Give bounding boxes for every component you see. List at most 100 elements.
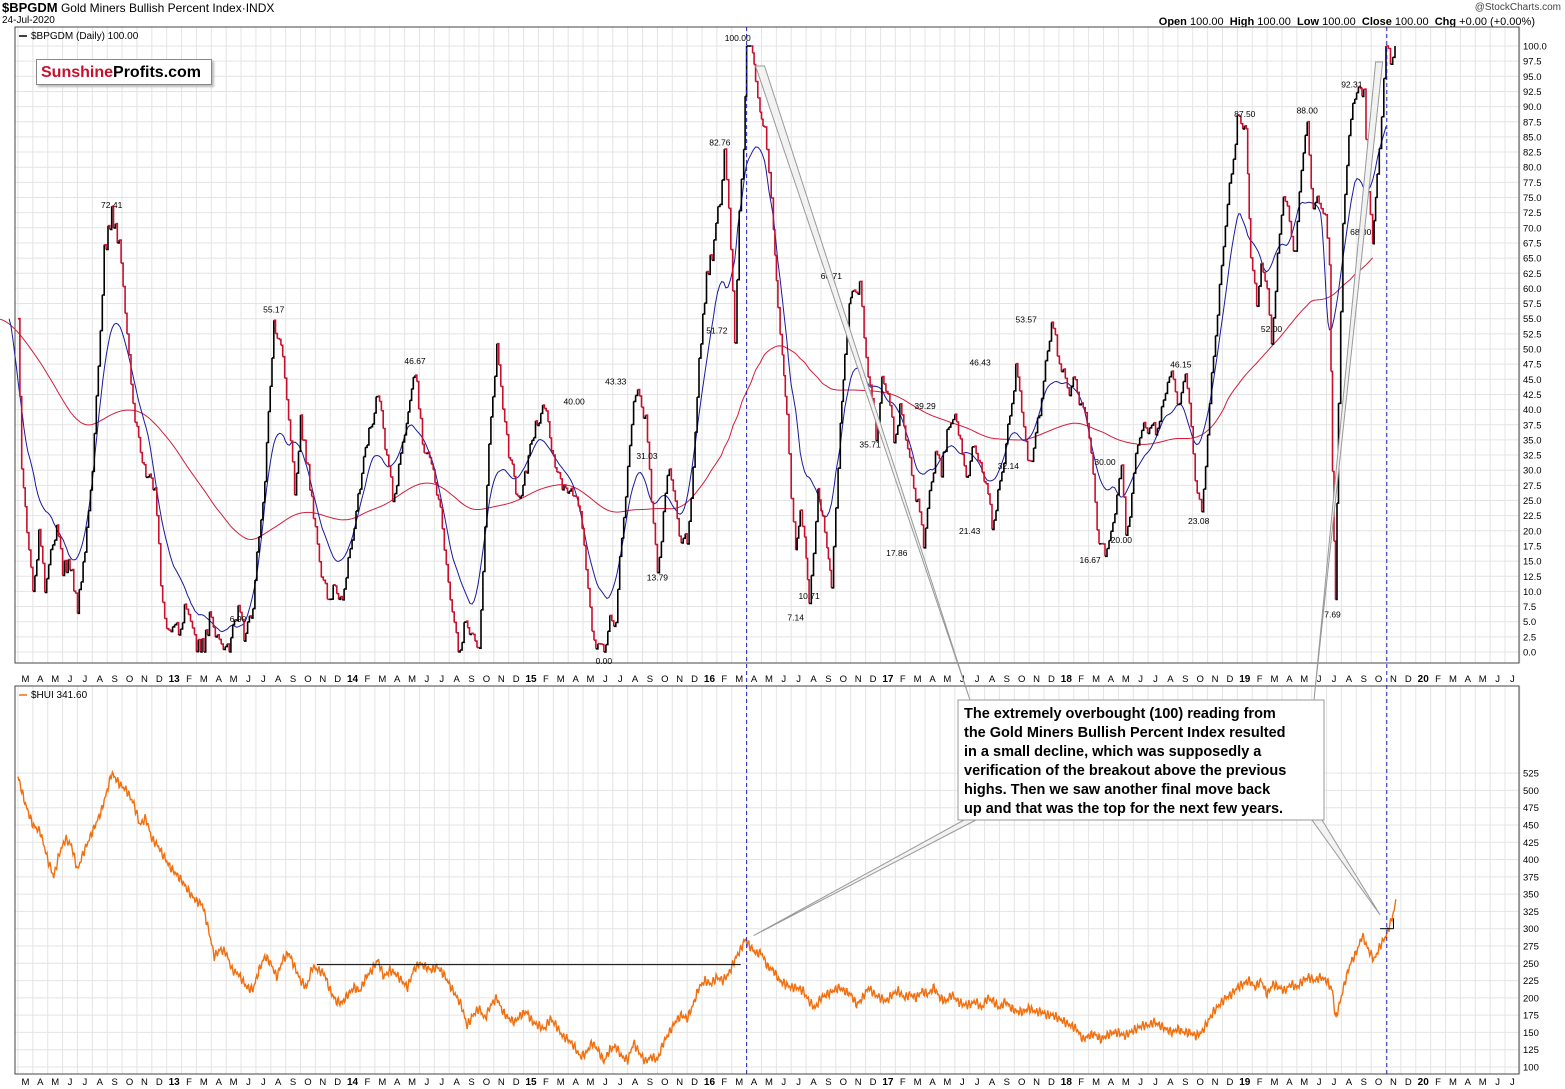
x-tick-label: 15	[525, 674, 537, 685]
x-tick-label: J	[246, 674, 251, 685]
bpgdm-segment	[1207, 403, 1211, 436]
y-tick-label: 2.5	[1523, 632, 1536, 643]
x-tick-label: S	[647, 1077, 653, 1088]
low-label: Low	[1297, 16, 1320, 28]
bpgdm-segment	[791, 497, 795, 522]
bpgdm-segment	[1240, 122, 1244, 129]
bpgdm-segment	[1246, 128, 1249, 174]
x-tick-label: O	[661, 1077, 668, 1088]
bpgdm-segment	[508, 457, 512, 461]
bpgdm-segment	[300, 414, 304, 441]
bpgdm-segment	[629, 424, 633, 447]
bpgdm-segment	[409, 388, 413, 402]
bpgdm-segment	[706, 270, 710, 275]
bpgdm-segment	[1035, 417, 1039, 434]
bpgdm-segment	[1149, 425, 1153, 429]
bpgdm-segment	[38, 528, 42, 547]
bpgdm-segment	[807, 579, 810, 604]
bpgdm-segment	[1277, 233, 1281, 254]
bpgdm-segment	[868, 376, 871, 386]
bpgdm-segment	[663, 493, 667, 513]
bpgdm-segment	[768, 171, 772, 198]
bpgdm-segment	[835, 468, 839, 509]
bpgdm-segment	[1375, 173, 1378, 199]
bpgdm-segment	[172, 624, 176, 628]
point-label: 88.00	[1297, 106, 1319, 116]
x-tick-label: A	[810, 1077, 817, 1088]
bpgdm-segment	[831, 546, 835, 589]
x-tick-label: F	[186, 1077, 192, 1088]
bpgdm-segment	[786, 413, 790, 454]
x-tick-label: D	[156, 1077, 163, 1088]
bpgdm-segment	[1247, 173, 1250, 219]
x-tick-label: A	[1346, 1077, 1353, 1088]
bpgdm-segment	[763, 125, 766, 128]
bpgdm-segment	[481, 571, 484, 611]
bpgdm-segment	[446, 563, 449, 583]
bpgdm-segment	[643, 415, 647, 419]
callout-text-line: in a small decline, which was supposedly…	[964, 744, 1262, 760]
bpgdm-segment	[665, 475, 669, 494]
bpgdm-segment	[1095, 501, 1098, 531]
bpgdm-segment	[569, 488, 572, 492]
bpgdm-segment	[870, 384, 873, 399]
bpgdm-segment	[198, 638, 201, 652]
bpgdm-segment	[1283, 196, 1287, 202]
x-tick-label: A	[1167, 674, 1174, 685]
bpgdm-segment	[346, 557, 349, 579]
bpgdm-segment	[523, 471, 526, 486]
bpgdm-segment	[1133, 453, 1137, 474]
bpgdm-segment	[242, 618, 245, 642]
y-tick-label: 87.5	[1523, 117, 1542, 128]
bpgdm-segment	[1165, 382, 1169, 395]
x-tick-label: A	[632, 674, 639, 685]
bpgdm-segment	[424, 452, 427, 454]
x-tick-label: F	[1435, 1077, 1441, 1088]
bpgdm-segment	[1317, 195, 1320, 204]
bpgdm-segment	[659, 541, 663, 558]
bpgdm-segment	[1051, 321, 1055, 329]
bpgdm-segment	[429, 457, 433, 465]
bpgdm-segment	[1203, 466, 1207, 490]
bpgdm-segment	[290, 440, 294, 462]
bpgdm-segment	[1235, 115, 1239, 145]
x-tick-label: M	[735, 1077, 743, 1088]
callout-pointer	[754, 65, 971, 701]
bpgdm-segment	[230, 624, 234, 639]
bpgdm-segment	[1155, 428, 1159, 436]
y-tick-label: 72.5	[1523, 208, 1542, 219]
bpgdm-segment	[1303, 135, 1306, 154]
bpgdm-segment	[1287, 205, 1291, 222]
x-tick-label: M	[408, 1077, 416, 1088]
bpgdm-segment	[1346, 135, 1350, 167]
x-tick-label: M	[408, 674, 416, 685]
bpgdm-segment	[1381, 78, 1385, 118]
bpgdm-segment	[144, 463, 147, 478]
bpgdm-segment	[576, 496, 580, 507]
bpgdm-segment	[1107, 540, 1110, 550]
callout-box	[957, 699, 1325, 821]
bpgdm-segment	[1061, 369, 1065, 373]
bpgdm-segment	[540, 405, 544, 415]
bpgdm-segment	[1261, 262, 1264, 273]
bpgdm-segment	[1045, 350, 1049, 362]
bpgdm-segment	[689, 498, 692, 522]
bpgdm-segment	[1323, 212, 1326, 215]
x-tick-label: J	[83, 1077, 88, 1088]
bpgdm-segment	[86, 510, 90, 528]
bpgdm-segment	[115, 222, 119, 243]
bpgdm-segment	[1227, 182, 1231, 206]
bpgdm-segment	[607, 615, 611, 632]
x-tick-label: J	[1332, 1077, 1337, 1088]
x-tick-label: O	[304, 1077, 311, 1088]
bpgdm-segment	[1197, 492, 1201, 500]
bpgdm-segment	[372, 412, 376, 425]
bpgdm-segment	[923, 528, 927, 549]
bpgdm-segment	[988, 493, 991, 505]
bpgdm-segment	[1363, 88, 1367, 140]
bpgdm-segment	[435, 482, 438, 496]
x-tick-label: F	[186, 674, 192, 685]
bpgdm-segment	[282, 355, 286, 379]
bpgdm-segment	[818, 487, 821, 500]
bpgdm-segment	[40, 545, 44, 564]
